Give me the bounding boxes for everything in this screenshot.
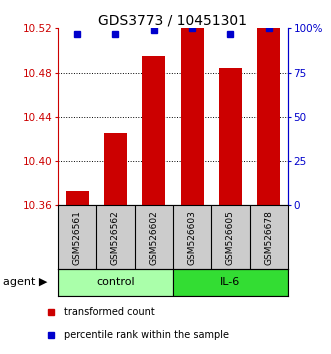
Bar [58, 269, 173, 296]
Text: transformed count: transformed count [64, 307, 154, 318]
Bar [257, 28, 280, 205]
Text: IL-6: IL-6 [220, 277, 241, 287]
Title: GDS3773 / 10451301: GDS3773 / 10451301 [98, 13, 248, 27]
Text: GSM526603: GSM526603 [188, 210, 197, 265]
Bar [219, 68, 242, 205]
Bar [104, 133, 127, 205]
Text: GSM526605: GSM526605 [226, 210, 235, 265]
Bar [66, 191, 89, 205]
Text: GSM526562: GSM526562 [111, 210, 120, 264]
Text: control: control [96, 277, 135, 287]
Text: GSM526561: GSM526561 [72, 210, 82, 265]
Bar [142, 56, 165, 205]
Text: GSM526678: GSM526678 [264, 210, 273, 265]
Text: agent ▶: agent ▶ [3, 277, 48, 287]
Text: GSM526602: GSM526602 [149, 210, 158, 264]
Text: percentile rank within the sample: percentile rank within the sample [64, 330, 229, 341]
Bar [173, 269, 288, 296]
Bar [181, 28, 204, 205]
